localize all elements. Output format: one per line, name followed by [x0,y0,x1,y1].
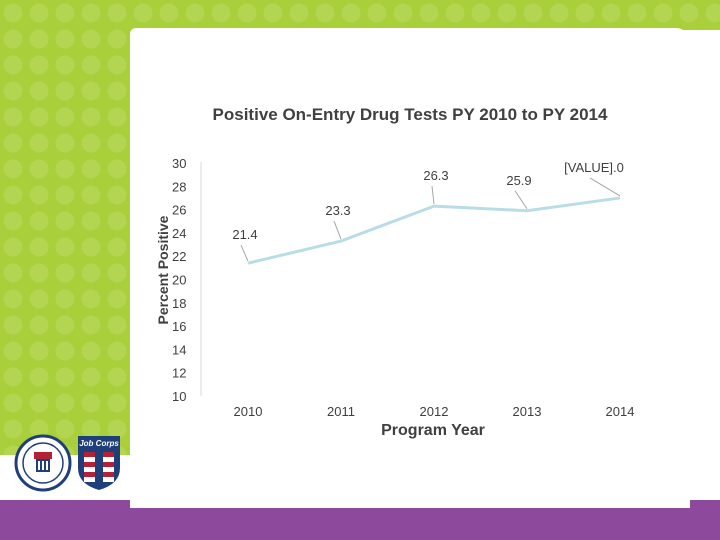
y-tick-label: 24 [172,226,186,241]
data-label-leader [514,190,528,210]
data-label: 25.9 [506,173,531,188]
series-line [247,196,621,265]
slide-panel [130,28,690,508]
x-tick-label: 2011 [327,404,355,419]
y-tick-label: 18 [172,296,186,311]
chart-title: Positive On-Entry Drug Tests PY 2010 to … [212,105,608,124]
data-label-leader [240,244,249,262]
data-labels: 21.4 23.3 26.3 25.9 [VALUE].0 [232,160,624,242]
y-tick-label: 30 [172,156,186,171]
y-tick-label: 22 [172,249,186,264]
data-label: 23.3 [325,203,350,218]
job-corps-logo-text: Job Corps [79,439,119,448]
y-tick-label: 26 [172,203,186,218]
data-label: [VALUE].0 [564,160,624,175]
y-tick-label: 20 [172,273,186,288]
x-tick-label: 2014 [606,404,635,419]
job-corps-logo: Job Corps [74,432,124,497]
y-tick-label: 12 [172,366,186,381]
y-tick-labels: 10 12 14 16 18 20 22 24 26 28 30 [172,156,186,404]
data-label: 21.4 [232,227,257,242]
dol-seal-icon [14,434,72,497]
x-axis-label: Program Year [381,422,485,439]
data-label-leaders [240,177,621,262]
x-tick-label: 2010 [234,404,263,419]
y-tick-label: 10 [172,389,186,404]
y-tick-label: 14 [172,342,186,357]
data-label-leader [333,220,342,240]
data-label-leader [431,186,435,205]
x-tick-label: 2012 [420,404,449,419]
x-tick-labels: 2010 2011 2012 2013 2014 [234,404,635,419]
data-label: 26.3 [423,168,448,183]
y-tick-label: 28 [172,179,186,194]
data-label-leader [589,177,621,197]
y-tick-label: 16 [172,319,186,334]
x-tick-label: 2013 [513,404,542,419]
